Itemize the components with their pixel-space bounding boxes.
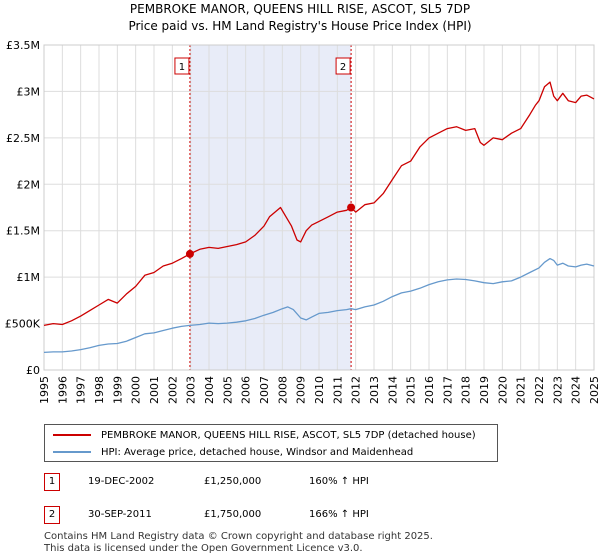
sale-price: £1,250,000 xyxy=(204,476,262,487)
x-tick-label: 2007 xyxy=(258,376,271,404)
x-tick-label: 2015 xyxy=(405,376,418,404)
series-line-hpi xyxy=(43,257,595,354)
footer-copyright: Contains HM Land Registry data © Crown c… xyxy=(44,531,433,542)
sale-point xyxy=(347,203,356,212)
x-tick-label: 2016 xyxy=(423,376,436,404)
x-tick-label: 2020 xyxy=(496,376,509,404)
y-tick-label: £3M xyxy=(17,85,41,98)
x-tick-label: 2013 xyxy=(368,376,381,404)
x-tick-label: 2005 xyxy=(221,376,234,404)
x-tick-label: 1998 xyxy=(93,376,106,404)
sale-label-box xyxy=(335,57,351,75)
x-tick-label: 2025 xyxy=(588,376,600,404)
sale-label-box xyxy=(174,57,190,75)
sale-price: £1,750,000 xyxy=(204,509,262,520)
shaded-period xyxy=(189,45,352,370)
x-tick-label: 2022 xyxy=(533,376,546,404)
legend-item-hpi: HPI: Average price, detached house, Wind… xyxy=(53,444,413,460)
x-tick-label: 2023 xyxy=(551,376,564,404)
chart-title: PEMBROKE MANOR, QUEENS HILL RISE, ASCOT,… xyxy=(129,2,471,16)
x-tick-label: 1999 xyxy=(111,376,124,404)
x-tick-label: 2008 xyxy=(276,376,289,404)
series-line-property xyxy=(43,81,595,327)
x-tick-label: 2006 xyxy=(240,376,253,404)
x-tick-label: 2002 xyxy=(166,376,179,404)
x-tick-label: 2010 xyxy=(313,376,326,404)
sale-label-number: 2 xyxy=(340,62,346,73)
y-tick-label: £1M xyxy=(17,271,41,284)
y-tick-label: £1.5M xyxy=(6,225,40,238)
x-tick-label: 1996 xyxy=(56,376,69,404)
legend-label-hpi: HPI: Average price, detached house, Wind… xyxy=(101,446,414,458)
y-tick-label: £3.5M xyxy=(6,39,40,52)
x-tick-label: 1995 xyxy=(38,376,51,404)
legend-item-property: PEMBROKE MANOR, QUEENS HILL RISE, ASCOT,… xyxy=(53,427,476,443)
sale-label-number: 1 xyxy=(179,62,185,73)
x-tick-label: 1997 xyxy=(75,376,88,404)
x-tick-label: 2021 xyxy=(515,376,528,404)
x-tick-label: 2018 xyxy=(460,376,473,404)
footer-licence: This data is licensed under the Open Gov… xyxy=(44,543,363,554)
y-tick-label: £0 xyxy=(26,364,40,377)
legend-swatch-hpi xyxy=(53,451,91,453)
x-tick-label: 2000 xyxy=(130,376,143,404)
sale-marker-badge: 1 xyxy=(44,473,60,491)
sale-point xyxy=(185,249,194,258)
y-tick-label: £500K xyxy=(5,318,41,331)
x-tick-label: 2004 xyxy=(203,376,216,404)
chart-legend: PEMBROKE MANOR, QUEENS HILL RISE, ASCOT,… xyxy=(44,424,498,462)
sale-hpi-change: 160% ↑ HPI xyxy=(309,476,369,487)
legend-swatch-property xyxy=(53,434,91,436)
sale-hpi-change: 166% ↑ HPI xyxy=(309,509,369,520)
x-tick-label: 2012 xyxy=(350,376,363,404)
sale-marker-badge: 2 xyxy=(44,506,60,524)
plot-frame xyxy=(43,44,595,371)
x-tick-label: 2009 xyxy=(295,376,308,404)
y-tick-label: £2.5M xyxy=(6,132,40,145)
x-tick-label: 2017 xyxy=(441,376,454,404)
x-tick-label: 2019 xyxy=(478,376,491,404)
sale-date: 30-SEP-2011 xyxy=(88,509,152,520)
y-tick-label: £2M xyxy=(17,178,41,191)
sale-date: 19-DEC-2002 xyxy=(88,476,155,487)
legend-label-property: PEMBROKE MANOR, QUEENS HILL RISE, ASCOT,… xyxy=(101,429,476,441)
x-tick-label: 2024 xyxy=(570,376,583,404)
x-tick-label: 2011 xyxy=(331,376,344,404)
x-tick-label: 2001 xyxy=(148,376,161,404)
chart-subtitle: Price paid vs. HM Land Registry's House … xyxy=(128,19,472,33)
x-tick-label: 2003 xyxy=(185,376,198,404)
price-chart: £0 £500K £1M £1.5M £2M £2.5M £3M £3.5M 1995 1996 1… xyxy=(5,39,600,404)
x-tick-label: 2014 xyxy=(386,376,399,404)
